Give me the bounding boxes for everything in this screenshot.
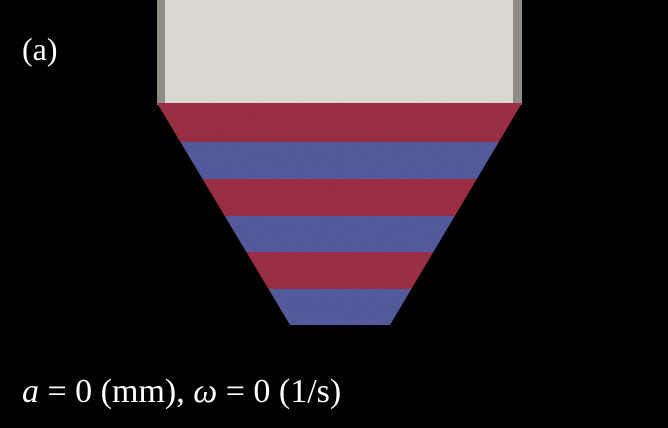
panel-label: (a)	[22, 31, 58, 67]
caption: a = 0 (mm), ω = 0 (1/s)	[22, 373, 341, 410]
red-layer	[150, 100, 530, 142]
caption-text: = 0 (mm),	[39, 373, 193, 410]
caption-symbol: a	[22, 373, 39, 410]
caption-symbol: ω	[193, 373, 217, 410]
simulation-frame: (a) a = 0 (mm), ω = 0 (1/s)	[0, 0, 668, 428]
caption-text: = 0 (1/s)	[217, 373, 341, 410]
blue-layer	[150, 142, 530, 179]
silo-interior	[165, 0, 513, 105]
